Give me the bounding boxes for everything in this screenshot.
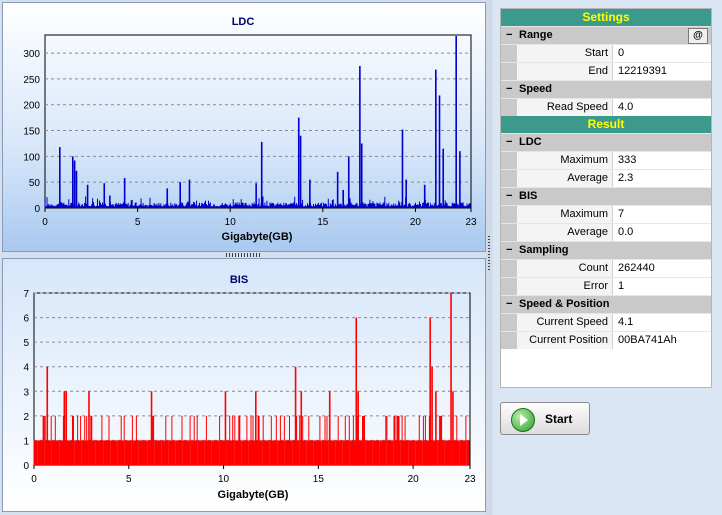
at-button[interactable]: @ [688, 28, 708, 44]
bis-y-tick-label: 3 [23, 387, 29, 398]
category-bis[interactable]: − BIS [501, 187, 711, 205]
property-row-start: Start 0 [501, 44, 711, 62]
end-value[interactable]: 12219391 [618, 65, 667, 77]
start-button-label: Start [545, 412, 573, 426]
read-speed-label: Read Speed [517, 99, 613, 116]
ldc-y-tick-label: 300 [23, 49, 40, 60]
ldc-y-tick-label: 250 [23, 75, 40, 86]
bis-y-tick-label: 7 [23, 289, 29, 300]
bis-y-tick-label: 2 [23, 412, 29, 423]
category-range-label: Range [519, 29, 553, 41]
property-row-read-speed: Read Speed 4.0 [501, 98, 711, 116]
play-circle-icon [511, 408, 535, 432]
ldc-y-tick-label: 100 [23, 152, 40, 163]
bis-x-tick-label: 15 [313, 474, 325, 485]
property-row-current-speed: Current Speed 4.1 [501, 313, 711, 331]
ldc-chart-panel: LDC Gigabyte(GB) 0 50 100 150 200 250 300 0 5 10 1… [2, 2, 486, 252]
horizontal-splitter-grip[interactable] [226, 253, 262, 257]
bis-x-tick-label: 23 [464, 474, 476, 485]
property-grid: Settings − Range @ Start 0 End 12219391 … [500, 8, 712, 388]
ldc-maximum-value: 333 [618, 154, 637, 166]
bis-x-tick-label: 20 [408, 474, 420, 485]
minus-box-icon[interactable]: − [506, 29, 513, 41]
category-bis-label: BIS [519, 190, 538, 202]
property-row-ldc-average: Average 2.3 [501, 169, 711, 187]
ldc-x-tick-label: 20 [410, 217, 422, 228]
minus-box-icon[interactable]: − [506, 136, 513, 148]
category-speed-position-label: Speed & Position [519, 298, 610, 310]
property-row-bis-maximum: Maximum 7 [501, 205, 711, 223]
property-row-bis-average: Average 0.0 [501, 223, 711, 241]
bis-average-label: Average [517, 224, 613, 241]
bis-y-tick-label: 6 [23, 314, 29, 325]
bis-x-axis-label: Gigabyte(GB) [218, 489, 289, 501]
ldc-chart-title: LDC [232, 16, 255, 28]
end-label: End [517, 63, 613, 80]
ldc-x-tick-label: 15 [317, 217, 329, 228]
start-label: Start [517, 45, 613, 62]
current-speed-value: 4.1 [618, 316, 634, 328]
minus-box-icon[interactable]: − [506, 244, 513, 256]
category-ldc[interactable]: − LDC [501, 133, 711, 151]
error-label: Error [517, 278, 613, 295]
start-value[interactable]: 0 [618, 47, 625, 59]
bis-y-tick-label: 0 [23, 461, 29, 472]
property-row-ldc-maximum: Maximum 333 [501, 151, 711, 169]
category-speed-position[interactable]: − Speed & Position [501, 295, 711, 313]
ldc-x-axis-label: Gigabyte(GB) [222, 231, 293, 243]
bis-x-tick-label: 5 [126, 474, 132, 485]
right-panel: Settings − Range @ Start 0 End 12219391 … [493, 0, 722, 515]
bis-maximum-value: 7 [618, 208, 625, 220]
count-label: Count [517, 260, 613, 277]
property-row-end: End 12219391 [501, 62, 711, 80]
ldc-x-tick-label: 10 [225, 217, 237, 228]
minus-box-icon[interactable]: − [506, 190, 513, 202]
ldc-baseline-bars [44, 196, 471, 208]
minus-box-icon[interactable]: − [506, 298, 513, 310]
bis-y-tick-label: 4 [23, 363, 29, 374]
bis-y-tick-label: 1 [23, 436, 29, 447]
current-position-label: Current Position [517, 332, 613, 349]
result-header: Result [501, 116, 711, 133]
current-speed-label: Current Speed [517, 314, 613, 331]
property-row-error: Error 1 [501, 277, 711, 295]
bis-average-value: 0.0 [618, 226, 634, 238]
start-button[interactable]: Start [500, 402, 590, 435]
property-grid-blank-area [501, 349, 711, 387]
property-row-count: Count 262440 [501, 259, 711, 277]
ldc-average-value: 2.3 [618, 172, 634, 184]
bis-chart-panel: BIS Gigabyte(GB) 0 1 2 3 4 5 6 7 0 5 10 15 20 23 [2, 258, 486, 512]
bis-x-tick-label: 10 [218, 474, 230, 485]
error-value: 1 [618, 280, 625, 292]
category-sampling[interactable]: − Sampling [501, 241, 711, 259]
category-speed[interactable]: − Speed [501, 80, 711, 98]
category-ldc-label: LDC [519, 136, 542, 148]
vertical-splitter-grip[interactable] [488, 236, 490, 272]
bis-x-tick-label: 0 [31, 474, 37, 485]
minus-box-icon[interactable]: − [506, 83, 513, 95]
bis-chart-title: BIS [230, 274, 248, 286]
ldc-y-tick-label: 150 [23, 127, 40, 138]
ldc-x-tick-label: 0 [42, 217, 48, 228]
ldc-y-tick-label: 200 [23, 101, 40, 112]
category-sampling-label: Sampling [519, 244, 569, 256]
read-speed-value[interactable]: 4.0 [618, 101, 634, 113]
ldc-y-tick-label: 50 [29, 178, 41, 189]
bis-maximum-label: Maximum [517, 206, 613, 223]
ldc-average-label: Average [517, 170, 613, 187]
category-speed-label: Speed [519, 83, 553, 95]
category-range[interactable]: − Range @ [501, 26, 711, 44]
ldc-x-tick-label: 5 [135, 217, 141, 228]
ldc-y-tick-label: 0 [34, 204, 40, 215]
settings-header: Settings [501, 9, 711, 26]
property-row-current-position: Current Position 00BA741Ah [501, 331, 711, 349]
ldc-x-tick-label: 23 [465, 217, 477, 228]
ldc-maximum-label: Maximum [517, 152, 613, 169]
current-position-value: 00BA741Ah [618, 334, 677, 346]
bis-baseline-bars [33, 415, 470, 465]
count-value: 262440 [618, 262, 655, 274]
bis-y-tick-label: 5 [23, 338, 29, 349]
ldc-chart: LDC Gigabyte(GB) 0 50 100 150 200 250 300 0 5 10 1… [23, 16, 477, 243]
